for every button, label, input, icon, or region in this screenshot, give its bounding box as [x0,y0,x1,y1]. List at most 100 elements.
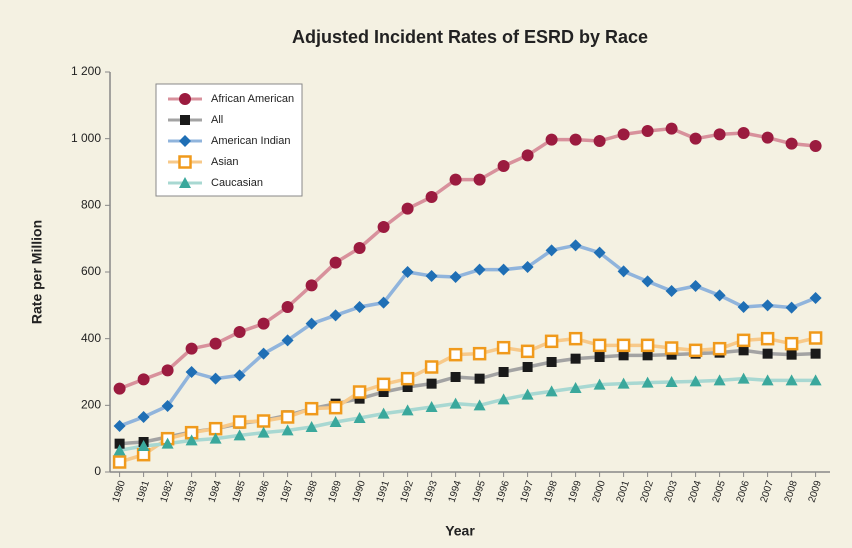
marker [593,246,606,259]
marker [161,437,174,449]
x-tick-label: 1990 [351,479,368,504]
marker [449,397,462,409]
marker [497,393,510,405]
marker [473,399,486,411]
y-tick-label: 1 200 [71,64,101,78]
marker [521,388,534,400]
legend-label: American Indian [211,135,291,147]
x-tick-label: 1997 [519,479,536,504]
marker [522,362,533,372]
marker [353,301,366,313]
marker [689,132,702,145]
y-tick-label: 600 [81,264,101,278]
marker [209,432,222,444]
marker [161,400,174,412]
x-tick-label: 2009 [807,479,824,504]
x-tick-label: 1996 [495,479,512,504]
marker [305,317,318,330]
marker [760,331,775,346]
marker [713,374,726,386]
marker [185,434,198,446]
marker [281,424,294,436]
marker [257,347,270,360]
marker [664,341,679,355]
marker [114,438,125,449]
marker [593,135,606,147]
marker [402,382,413,392]
marker [450,372,461,382]
y-tick-label: 1 000 [71,131,101,145]
marker [233,326,246,338]
marker [713,289,726,302]
marker [401,404,414,416]
x-tick-label: 1993 [423,479,440,504]
marker [688,343,703,358]
x-tick-label: 2003 [663,479,680,504]
y-tick-label: 200 [81,398,101,412]
x-tick-label: 2005 [711,479,728,504]
marker [642,350,653,361]
marker [280,410,295,424]
marker [736,333,751,348]
marker [712,341,727,356]
x-tick-label: 1989 [327,479,344,504]
marker [545,133,558,146]
x-tick-label: 1986 [255,479,272,504]
x-tick-label: 1987 [279,479,296,504]
marker [809,292,822,304]
marker [737,301,750,313]
marker [785,301,798,314]
marker [448,347,463,362]
marker [305,421,318,432]
marker [400,371,415,386]
legend: African American All American Indian Asian C… [155,83,303,197]
marker [305,279,318,292]
marker [617,265,630,278]
marker [569,382,582,393]
marker [425,191,438,203]
marker [641,125,654,137]
x-tick-label: 2006 [735,479,752,504]
marker [546,357,557,367]
marker [641,275,654,288]
marker [808,331,823,345]
marker [209,337,222,350]
marker [179,135,191,147]
marker [233,369,246,382]
marker [761,374,774,386]
marker [256,414,271,428]
marker [521,261,534,273]
chart-title: Adjusted Incident Rates of ESRD by Race [292,27,648,47]
y-tick-label: 400 [81,331,101,345]
x-tick-label: 2007 [759,479,776,504]
marker [738,345,749,356]
marker [617,377,630,389]
marker [809,140,822,152]
marker [762,348,773,359]
marker [281,301,294,313]
series-line [119,336,817,464]
marker [569,133,582,146]
marker [208,421,223,436]
marker [425,270,438,282]
marker [449,173,462,186]
x-tick-label: 1995 [471,479,488,504]
x-tick-label: 2000 [591,479,608,504]
series-line [118,243,817,428]
marker [113,444,126,456]
series-line [119,348,816,446]
x-tick-label: 2001 [615,479,632,504]
marker [737,127,750,139]
marker [545,385,558,397]
marker [618,350,629,361]
marker [569,239,582,252]
legend-label: Caucasian [211,177,263,189]
x-tick-label: 1998 [543,479,560,504]
marker [113,382,126,395]
x-axis-title: Year [445,523,475,539]
marker [810,348,821,359]
marker [737,372,750,384]
marker [137,411,150,423]
marker [616,338,631,353]
marker [179,93,191,105]
